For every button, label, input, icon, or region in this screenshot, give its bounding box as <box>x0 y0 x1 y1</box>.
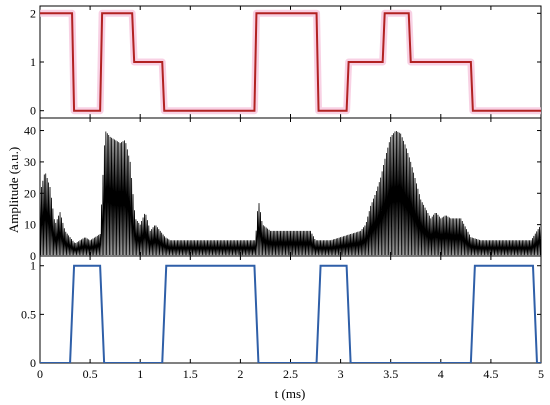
top-panel: 0 1 2 <box>30 5 542 119</box>
x-tick-label: 3 <box>338 367 344 381</box>
middle-series-line <box>40 130 541 256</box>
x-tick-label: 5 <box>538 367 544 381</box>
x-tick-label: 3.5 <box>383 367 398 381</box>
x-tick-label: 2 <box>237 367 243 381</box>
top-y-tick-label: 2 <box>30 6 36 20</box>
x-tick-label: 4 <box>438 367 444 381</box>
bottom-series-line <box>40 264 541 363</box>
x-axis-label: t (ms) <box>275 386 306 401</box>
top-y-tick-label: 0 <box>30 104 36 118</box>
top-y-tick-label: 1 <box>30 55 36 69</box>
top-series-line <box>40 12 541 112</box>
x-tick-label: 4.5 <box>483 367 498 381</box>
x-tick-label: 0.5 <box>83 367 98 381</box>
middle-y-tick-label: 10 <box>24 218 36 232</box>
x-tick-label: 1.5 <box>183 367 198 381</box>
middle-panel: 0 10 20 30 40 <box>24 117 542 263</box>
x-tick-label: 1 <box>137 367 143 381</box>
bottom-panel: 0 0.5 1 0 0.5 1 1.5 2 2.5 3 3.5 4 4.5 5 <box>21 255 544 381</box>
x-tick-label: 0 <box>37 367 43 381</box>
bottom-y-tick-label: 1 <box>30 259 36 273</box>
y-axis-label: Amplitude (a.u.) <box>6 147 21 233</box>
bottom-frame <box>39 255 542 364</box>
middle-y-tick-label: 0 <box>30 249 36 263</box>
middle-y-tick-label: 20 <box>24 186 36 200</box>
middle-y-tick-label: 40 <box>24 124 36 138</box>
middle-y-tick-label: 30 <box>24 155 36 169</box>
x-tick-label: 2.5 <box>283 367 298 381</box>
bottom-y-tick-label: 0.5 <box>21 307 36 321</box>
bottom-y-tick-label: 0 <box>30 356 36 370</box>
